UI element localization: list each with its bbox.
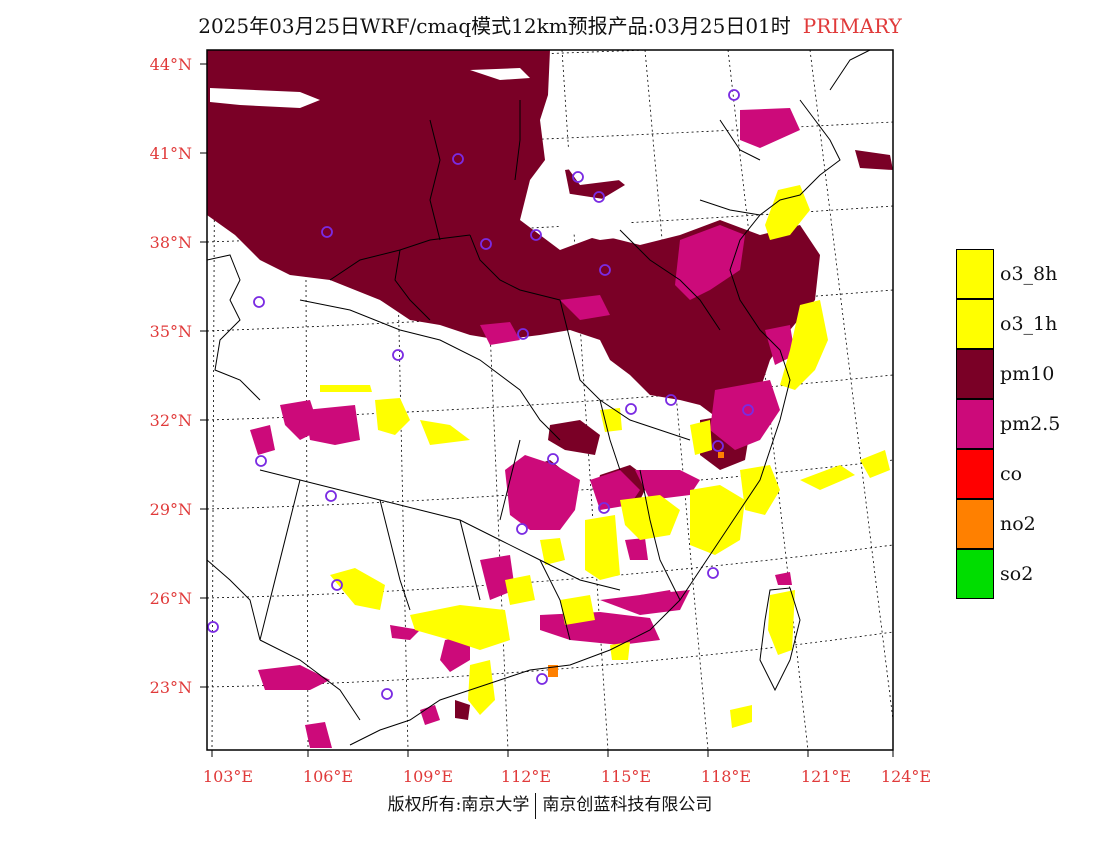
title-primary-tag: PRIMARY [802,14,902,38]
station-marker [392,349,404,361]
map-title: 2025年03月25日WRF/cmaq模式12km预报产品:03月25日01时 P… [0,10,1100,39]
latitude-axis: 44°N 41°N 38°N 35°N 32°N 29°N 26°N 23°N [150,55,207,697]
lat-label-26: 26°N [150,589,192,608]
station-marker [253,296,265,308]
legend-label: pm2.5 [1000,413,1061,435]
station-marker [331,579,343,591]
copyright-footer: 版权所有:南京大学 南京创蓝科技有限公司 [0,790,1100,819]
lon-label-124: 124°E [881,767,931,786]
legend-swatch [956,399,994,449]
station-marker [599,264,611,276]
lat-label-38: 38°N [150,233,192,252]
lat-label-35: 35°N [150,322,192,341]
footer-divider [535,792,537,819]
legend-swatch [956,499,994,549]
lat-label-23: 23°N [150,678,192,697]
station-marker [530,229,542,241]
station-marker [516,523,528,535]
station-marker [321,226,333,238]
lon-label-109: 109°E [403,767,453,786]
pm25-region [250,108,800,748]
station-marker [480,238,492,250]
no2-region [548,452,724,677]
lon-label-103: 103°E [203,767,253,786]
copyright-owner: 版权所有:南京大学 [387,795,530,815]
longitude-axis: 103°E 106°E 109°E 112°E 115°E 118°E 121°… [203,750,931,786]
station-marker [381,688,393,700]
legend-swatch [956,249,994,299]
copyright-company: 南京创蓝科技有限公司 [542,795,713,815]
station-marker [325,490,337,502]
lon-label-115: 115°E [601,767,651,786]
station-marker [517,328,529,340]
title-text: 2025年03月25日WRF/cmaq模式12km预报产品:03月25日01时 [198,14,791,38]
lon-label-121: 121°E [801,767,851,786]
station-markers [207,89,754,700]
station-marker [207,621,219,633]
lon-label-112: 112°E [501,767,551,786]
legend-label: so2 [1000,563,1034,585]
clear-areas [210,68,640,240]
lon-label-106: 106°E [303,767,353,786]
station-marker [547,453,559,465]
legend-swatch [956,349,994,399]
boundaries [207,50,871,746]
legend-swatch [956,449,994,499]
station-marker [625,403,637,415]
legend-label: o3_1h [1000,313,1058,335]
lat-label-29: 29°N [150,500,192,519]
legend-label: pm10 [1000,363,1055,385]
station-marker [452,153,464,165]
lat-label-44: 44°N [150,55,192,74]
station-marker [707,567,719,579]
station-marker [593,191,605,203]
station-marker [255,455,267,467]
lat-label-32: 32°N [150,411,192,430]
station-marker [536,673,548,685]
lon-label-118: 118°E [701,767,751,786]
station-marker [572,171,584,183]
station-marker [598,502,610,514]
legend-swatch [956,549,994,599]
lat-label-41: 41°N [150,144,192,163]
station-marker [712,440,724,452]
map-frame [206,49,894,751]
legend-label: o3_8h [1000,263,1058,285]
legend-swatch [956,299,994,349]
legend-label: no2 [1000,513,1036,535]
station-marker [742,404,754,416]
station-marker [665,394,677,406]
station-marker [728,89,740,101]
legend-label: co [1000,463,1023,485]
